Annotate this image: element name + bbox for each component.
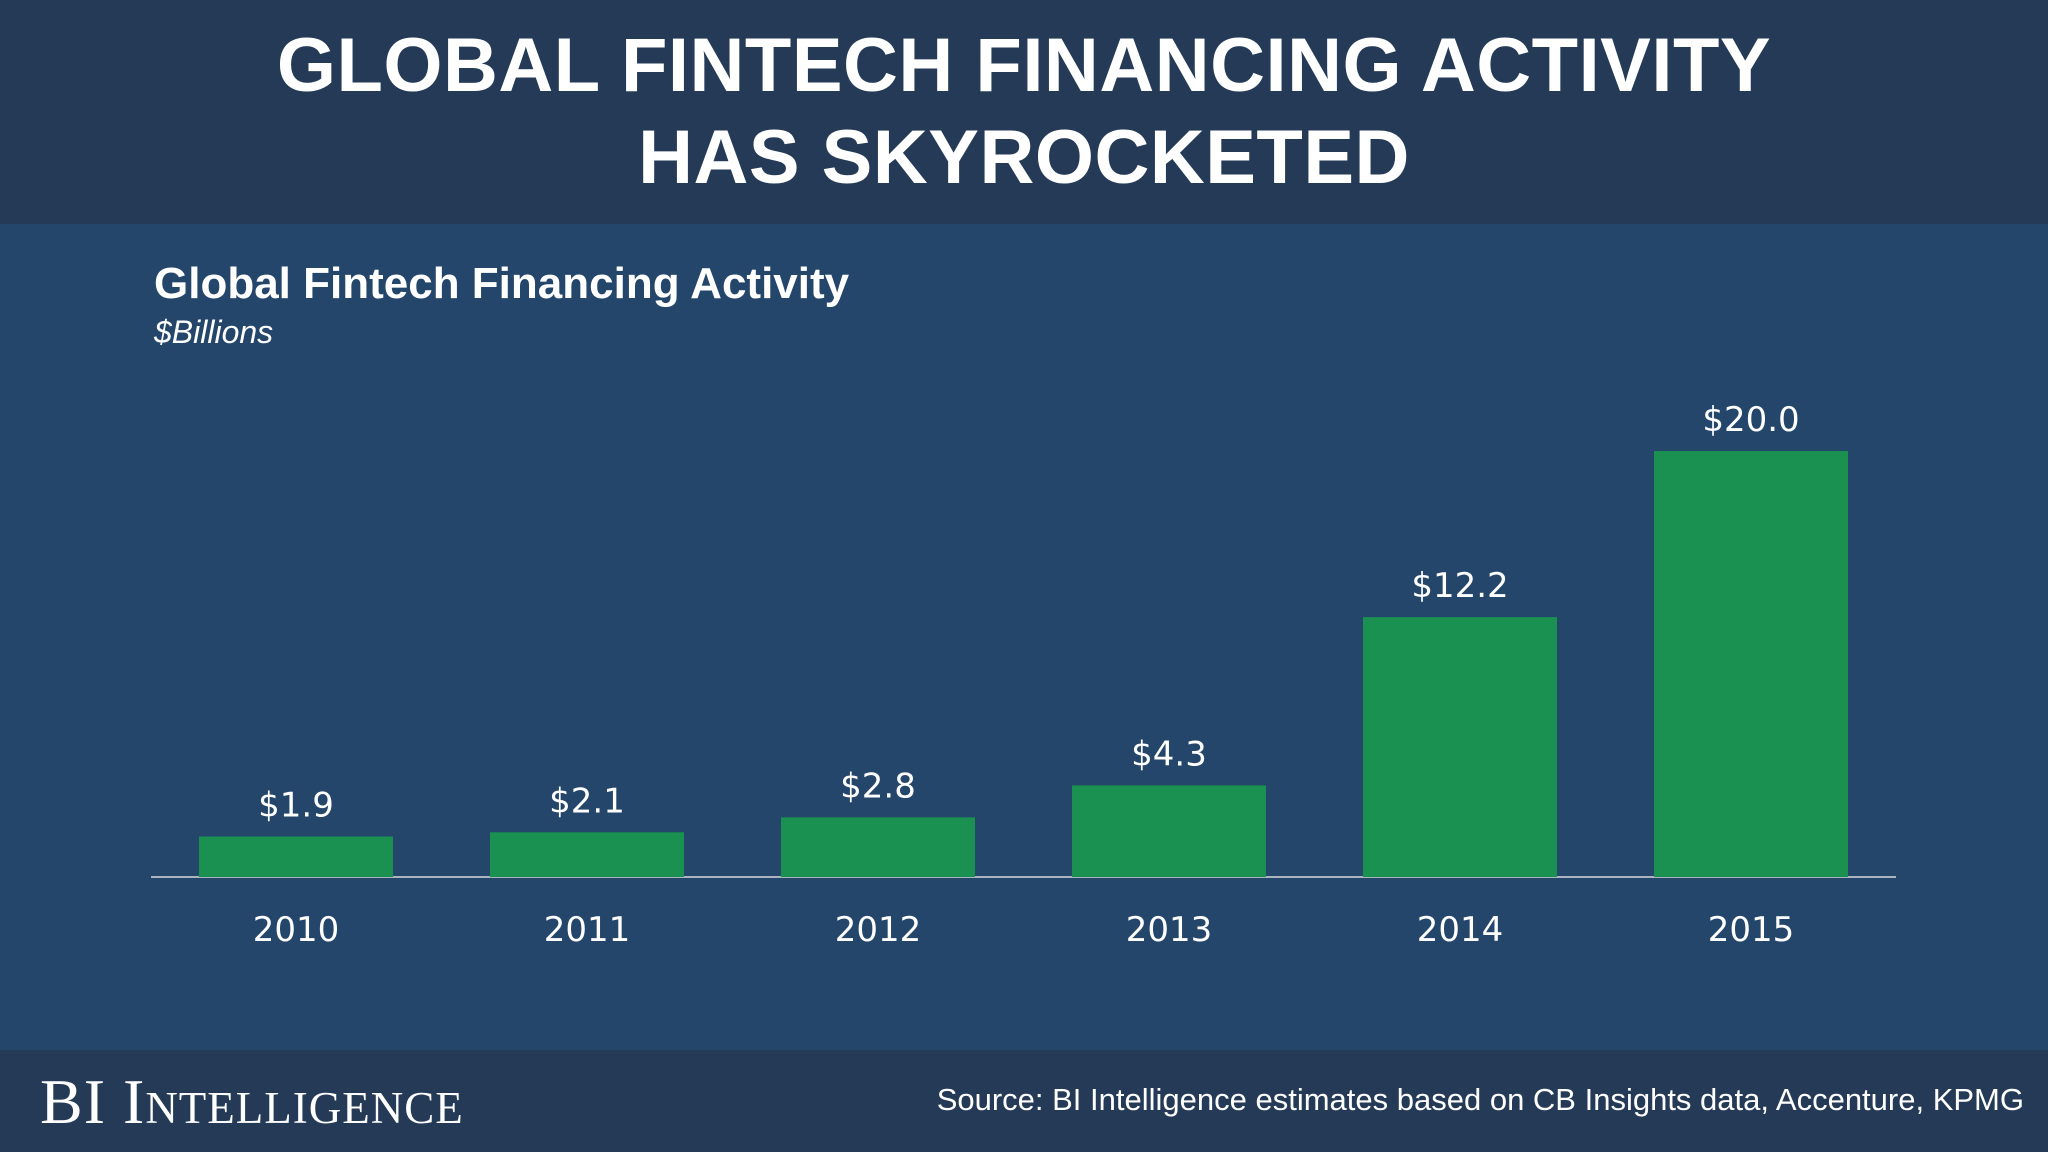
bar-2010 [199, 836, 393, 877]
bar-2013 [1072, 785, 1266, 877]
data-label-2014: $12.2 [1411, 566, 1508, 606]
bar-2012 [781, 817, 975, 877]
x-tick-label-2013: 2013 [1126, 910, 1213, 950]
brand-logo: BI Intelligence [40, 1066, 464, 1137]
x-tick-label-2015: 2015 [1708, 910, 1795, 950]
x-tick-label-2012: 2012 [835, 910, 922, 950]
chart-title: Global Fintech Financing Activity [154, 259, 850, 308]
data-label-2015: $20.0 [1702, 400, 1799, 440]
x-tick-label-2011: 2011 [544, 910, 631, 950]
header-band: GLOBAL FINTECH FINANCING ACTIVITY HAS SK… [0, 0, 2048, 224]
data-label-2010: $1.9 [258, 786, 334, 826]
bar-2014 [1363, 617, 1557, 877]
data-label-2013: $4.3 [1131, 734, 1207, 774]
data-label-2011: $2.1 [549, 781, 625, 821]
source-note: Source: BI Intelligence estimates based … [936, 1082, 2024, 1117]
data-label-2012: $2.8 [840, 766, 916, 806]
x-tick-label-2014: 2014 [1417, 910, 1504, 950]
page-title-line-2: HAS SKYROCKETED [638, 115, 1410, 200]
bar-2011 [490, 832, 684, 877]
footer-band [0, 1050, 2048, 1152]
bar-2015 [1654, 451, 1848, 877]
chart-subtitle: $Billions [154, 314, 274, 350]
x-tick-label-2010: 2010 [253, 910, 340, 950]
page-title-line-1: GLOBAL FINTECH FINANCING ACTIVITY [276, 23, 1772, 108]
